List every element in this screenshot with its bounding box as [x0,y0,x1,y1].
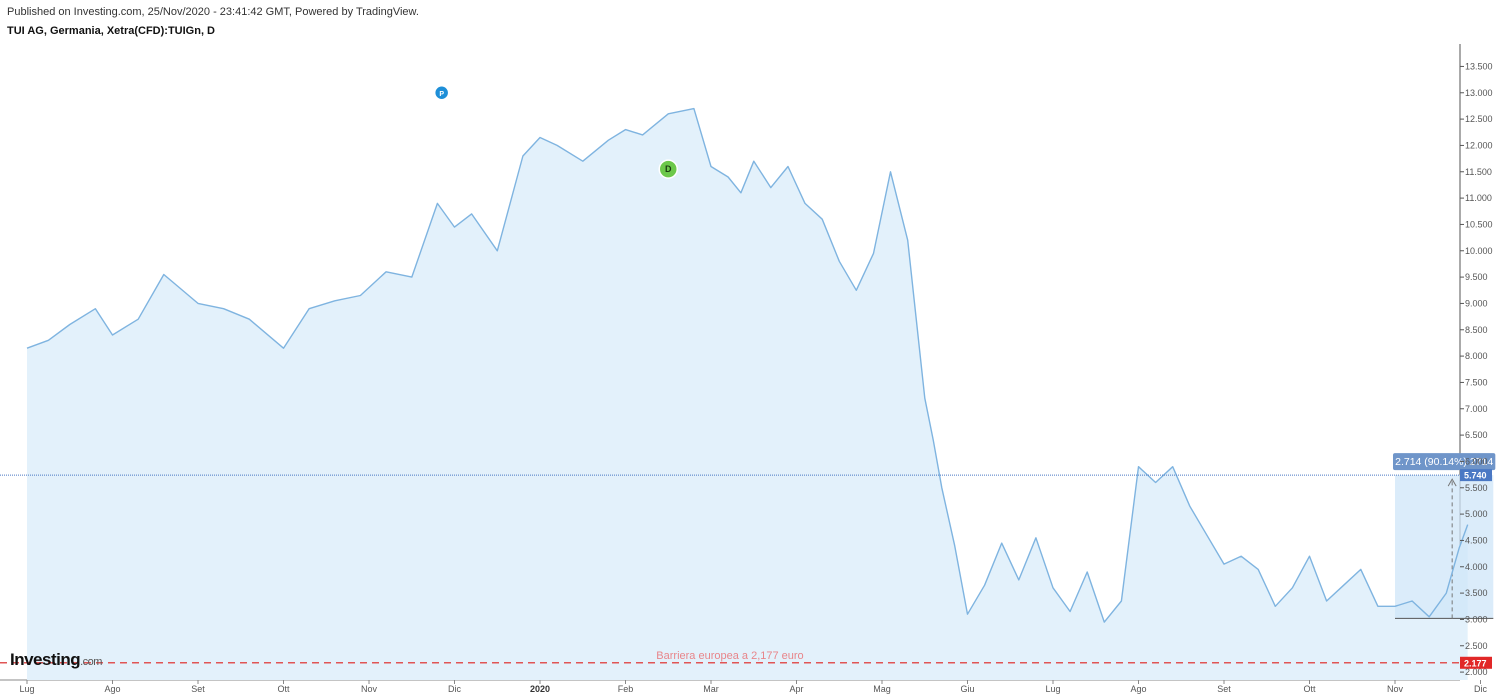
y-tick-label: 4.000 [1465,562,1488,572]
price-area [27,108,1468,681]
y-tick-label: 12.000 [1465,140,1493,150]
published-caption: Published on Investing.com, 25/Nov/2020 … [7,6,419,18]
x-tick-label: Apr [789,684,803,694]
x-tick-label: Ago [1130,684,1146,694]
price-line [26,107,1469,623]
y-tick-label: 13.000 [1465,88,1493,98]
y-tick-label: 5.000 [1465,509,1488,519]
measure-arrow-head [1447,478,1457,487]
barrier-badge-text: 2.177 [1464,658,1487,668]
barrier-badge [1460,656,1492,669]
x-tick-label: Set [1217,684,1231,694]
barrier-label: Barriera europea a 2,177 euro [656,650,803,662]
measure-tool[interactable]: 2.714 (90.14%) 2714 [1393,453,1496,619]
y-tick-label: 11.500 [1465,167,1492,177]
y-tick-label: 7.000 [1465,404,1488,414]
y-tick-label: 9.000 [1465,298,1488,308]
y-tick-label: 4.500 [1465,535,1488,545]
logo-name: Investing [10,650,81,669]
reference-lines: Barriera europea a 2,177 euro [0,474,1460,664]
y-tick-label: 8.000 [1465,351,1488,361]
x-tick-label: Giu [960,684,974,694]
price-series [26,107,1469,623]
marker-p-icon[interactable] [433,85,450,101]
measure-label-text: 2.714 (90.14%) 2714 [1395,456,1493,468]
x-tick-label: Mag [873,684,891,694]
y-axis[interactable]: 2.000 2.500 3.000 3.500 4.000 4.500 5.000 5.500… [1460,61,1493,677]
y-tick-label: 2.000 [1465,667,1488,677]
y-tick-label: 2.500 [1465,641,1488,651]
y-tick-label: 6.500 [1465,430,1488,440]
marker-label[interactable]: D [665,164,672,174]
x-tick-label: Ago [104,684,120,694]
y-tick-label: 13.500 [1465,61,1493,71]
investing-logo: Investing.com [10,650,102,670]
x-tick-label: Dic [448,684,461,694]
y-tick-label: 5.500 [1465,483,1488,493]
logo-suffix: .com [80,656,102,668]
last-price-badge-text: 5.740 [1464,471,1487,481]
y-tick-label: 3.000 [1465,614,1488,624]
x-tick-label: Ott [1303,684,1316,694]
x-tick-label: Feb [618,684,634,694]
y-tick-label: 10.500 [1465,219,1493,229]
x-tick-label: Lug [19,684,34,694]
measure-label-box [1393,453,1496,471]
y-tick-label: 6.000 [1465,456,1488,466]
y-tick-label: 8.500 [1465,325,1488,335]
last-price-badge [1460,469,1492,482]
x-tick-label: Mar [703,684,719,694]
y-tick-label: 9.500 [1465,272,1488,282]
x-tick-label: Dic [1474,684,1487,694]
y-tick-label: 10.000 [1465,246,1493,256]
x-tick-label: Ott [277,684,290,694]
x-tick-label: Set [191,684,205,694]
x-tick-label: Lug [1045,684,1060,694]
instrument-title: TUI AG, Germania, Xetra(CFD):TUIGn, D [7,25,216,37]
x-axis[interactable]: Lug Ago Set Ott Nov Dic 2020 Feb Mar Apr Mag Giu Lug… [19,680,1487,694]
x-tick-label: 2020 [530,684,550,694]
y-tick-label: 3.500 [1465,588,1488,598]
marker-d-icon[interactable] [658,159,678,179]
y-tick-label: 7.500 [1465,377,1488,387]
x-tick-label: Nov [361,684,378,694]
y-tick-label: 11.000 [1465,193,1492,203]
x-tick-label: Nov [1387,684,1404,694]
price-area-fill [27,108,1468,681]
event-markers[interactable]: PD [433,85,678,179]
y-tick-label: 12.500 [1465,114,1493,124]
measure-box [1395,475,1494,619]
marker-label[interactable]: P [439,91,444,98]
